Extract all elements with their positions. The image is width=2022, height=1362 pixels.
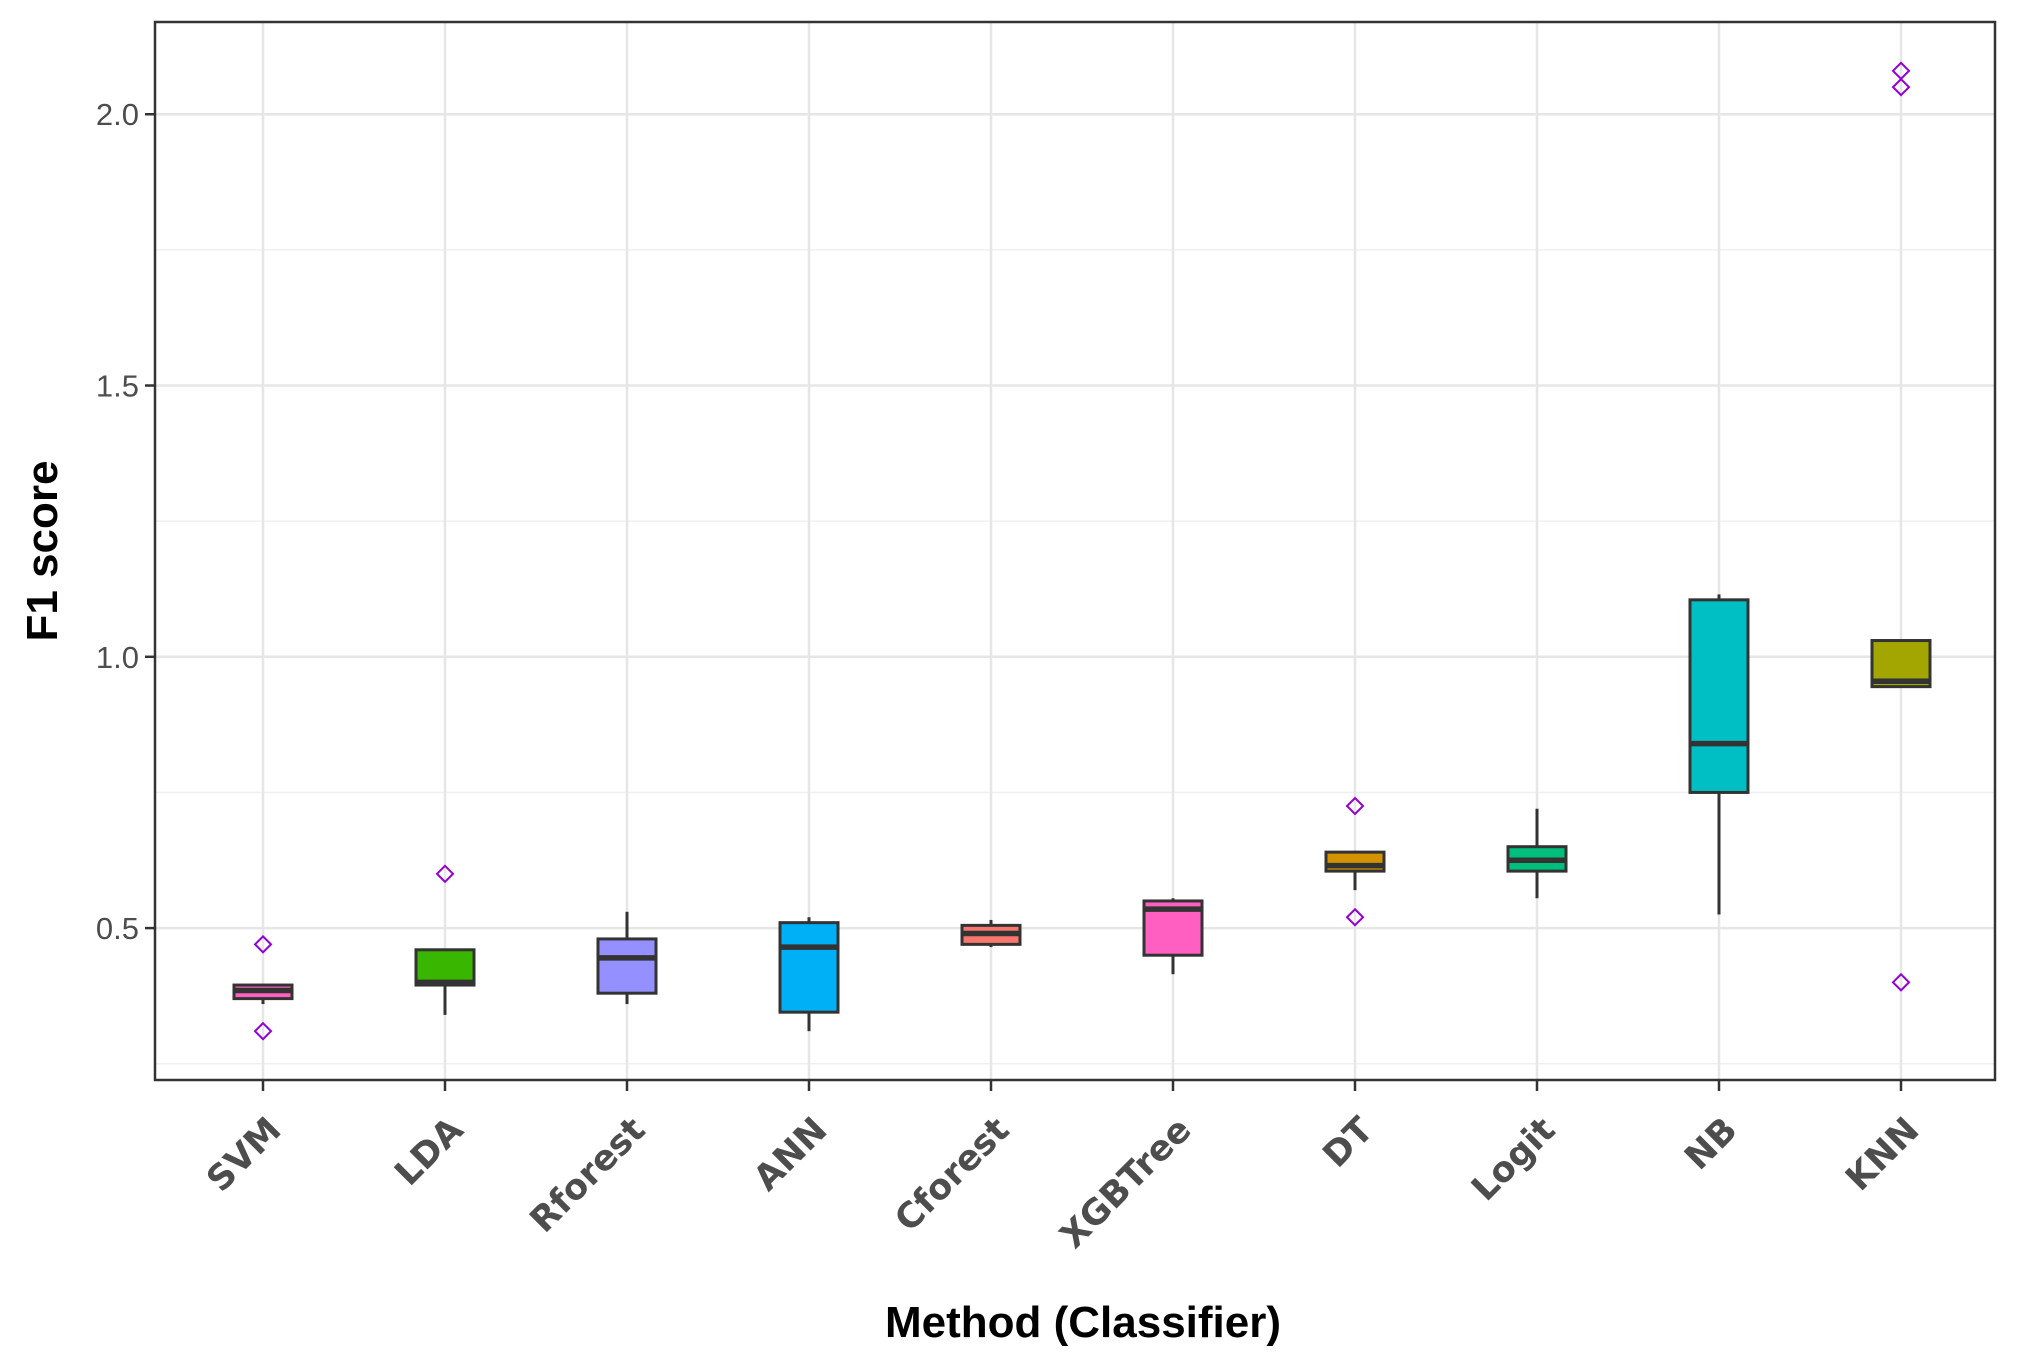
box-knn <box>1870 61 1932 992</box>
outlier-point <box>435 864 455 884</box>
x-axis-title: Method (Classifier) <box>885 1298 1281 1347</box>
box-logit <box>1506 808 1568 899</box>
box-xgbtree <box>1142 898 1204 975</box>
box-body <box>414 948 476 987</box>
box-body <box>1688 598 1750 794</box>
box-nb <box>1688 594 1750 915</box>
box-body <box>778 921 840 1014</box>
plot-border <box>153 20 1997 1082</box>
y-tick-label: 2.0 <box>96 97 139 132</box>
outlier-point <box>1891 77 1911 97</box>
box-rforest <box>596 911 658 1005</box>
outlier-point <box>253 934 273 954</box>
plot-panel <box>155 22 1995 1080</box>
y-axis: 0.5 1.0 1.5 2.0 <box>96 97 155 946</box>
outlier-point <box>253 1021 273 1041</box>
y-tick-label: 1.0 <box>96 640 139 675</box>
y-tick-label: 0.5 <box>96 911 139 946</box>
box-dt <box>1324 796 1386 927</box>
box-body <box>596 937 658 995</box>
y-axis-title: F1 score <box>18 461 67 642</box>
outlier-point <box>1345 907 1365 927</box>
box-svm <box>232 934 294 1041</box>
box-series <box>232 61 1932 1041</box>
outlier-point <box>1345 796 1365 816</box>
box-cforest <box>960 919 1022 948</box>
box-ann <box>778 917 840 1032</box>
box-lda <box>414 864 476 1015</box>
outlier-point <box>1891 972 1911 992</box>
y-tick-label: 1.5 <box>96 369 139 404</box>
